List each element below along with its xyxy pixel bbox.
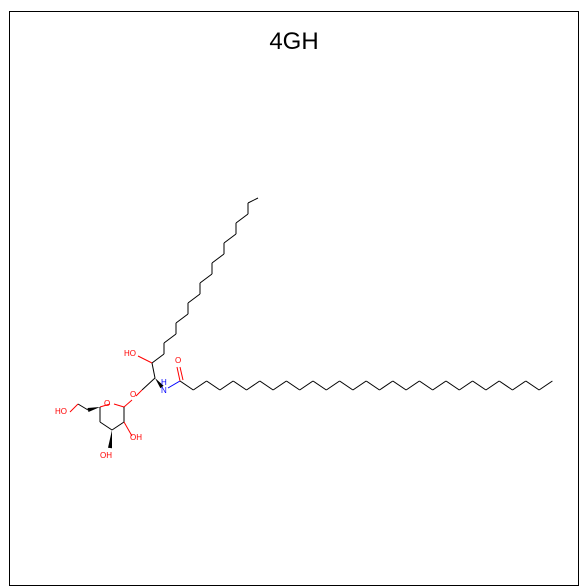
acyl-bond-7 <box>272 380 287 391</box>
acyl-bond-26 <box>525 380 540 391</box>
acyl-bond-25 <box>512 380 527 391</box>
sphingoid-bond-2 <box>163 333 177 344</box>
acyl-bond-14 <box>365 380 380 391</box>
sphingoid-bond-12 <box>223 233 237 244</box>
sphingoid-bond-14 <box>235 213 249 224</box>
bond-c3-c2 <box>151 362 156 379</box>
bond-co-1 <box>176 366 181 382</box>
wedge-c5-ch2 <box>87 407 100 412</box>
ring-bond-o1 <box>113 403 125 408</box>
bond-ch2-c <box>77 403 89 411</box>
wedge-layer <box>87 378 164 449</box>
bond-c3-ho <box>137 355 153 364</box>
acyl-bond-12 <box>339 380 354 391</box>
ring-bond-o2 <box>99 403 111 408</box>
bond-o-c1sugar <box>123 399 133 408</box>
acyl-bond-22 <box>472 380 487 391</box>
atom-nh: H <box>161 378 167 387</box>
bond-c2-oh <box>123 421 133 437</box>
atom-ho-chain: HO <box>124 349 136 358</box>
atom-n: N <box>161 386 167 395</box>
atom-oh-c3: OH <box>100 451 112 460</box>
acyl-bond-9 <box>299 380 314 391</box>
atom-o-ring: O <box>104 399 110 408</box>
acyl-bond-4 <box>232 380 247 391</box>
sphingoid-bond-16 <box>247 197 259 204</box>
sphingoid-bond-8 <box>199 273 213 284</box>
acyl-bond-15 <box>379 380 394 391</box>
molecule-structure: HO O N H O O HO OH OH <box>55 197 553 460</box>
ring-bond-4 <box>99 421 113 431</box>
bond-ch2-oh <box>69 403 79 413</box>
acyl-bond-18 <box>419 380 433 391</box>
acyl-bond-6 <box>259 380 274 391</box>
atom-label-layer: HO O N H O O HO OH OH <box>55 349 181 460</box>
acyl-bond-17 <box>405 380 420 391</box>
acyl-bond-13 <box>352 380 367 391</box>
acyl-bond-5 <box>246 380 261 391</box>
acyl-bond-20 <box>445 380 460 391</box>
acyl-bond-2 <box>206 380 221 391</box>
acyl-bond-8 <box>286 380 300 391</box>
sphingoid-bond-10 <box>211 253 225 264</box>
wedge-c3-oh <box>108 430 112 449</box>
acyl-bond-23 <box>485 380 500 391</box>
acyl-bond-0 <box>179 380 194 391</box>
sphingoid-bond-6 <box>187 293 201 304</box>
atom-o-link: O <box>130 390 136 399</box>
structure-frame: 4GH HO O N H O O HO OH OH <box>9 11 579 586</box>
molecule-title: 4GH <box>269 28 319 55</box>
atom-ho-ch2: HO <box>55 407 67 416</box>
acyl-bond-11 <box>326 380 340 391</box>
acyl-bond-10 <box>312 380 327 391</box>
bond-n-cco <box>167 380 181 389</box>
ring-bond-5 <box>111 421 125 431</box>
acyl-bond-21 <box>459 380 473 391</box>
sphingoid-bond-0 <box>151 353 165 364</box>
bond-layer <box>69 197 553 437</box>
wedge-c2-n <box>155 378 164 389</box>
bond-c2-c1 <box>141 377 156 391</box>
atom-o-carbonyl: O <box>175 356 181 365</box>
acyl-bond-24 <box>498 380 513 391</box>
sphingoid-bond-4 <box>175 313 189 324</box>
bond-co-2 <box>179 366 184 381</box>
bond-c1-o <box>135 389 143 397</box>
acyl-bond-27 <box>538 380 553 391</box>
atom-oh-c2: OH <box>130 433 142 442</box>
acyl-bond-16 <box>392 380 407 391</box>
acyl-bond-1 <box>193 380 207 391</box>
acyl-bond-19 <box>432 380 447 391</box>
acyl-bond-3 <box>219 380 234 391</box>
